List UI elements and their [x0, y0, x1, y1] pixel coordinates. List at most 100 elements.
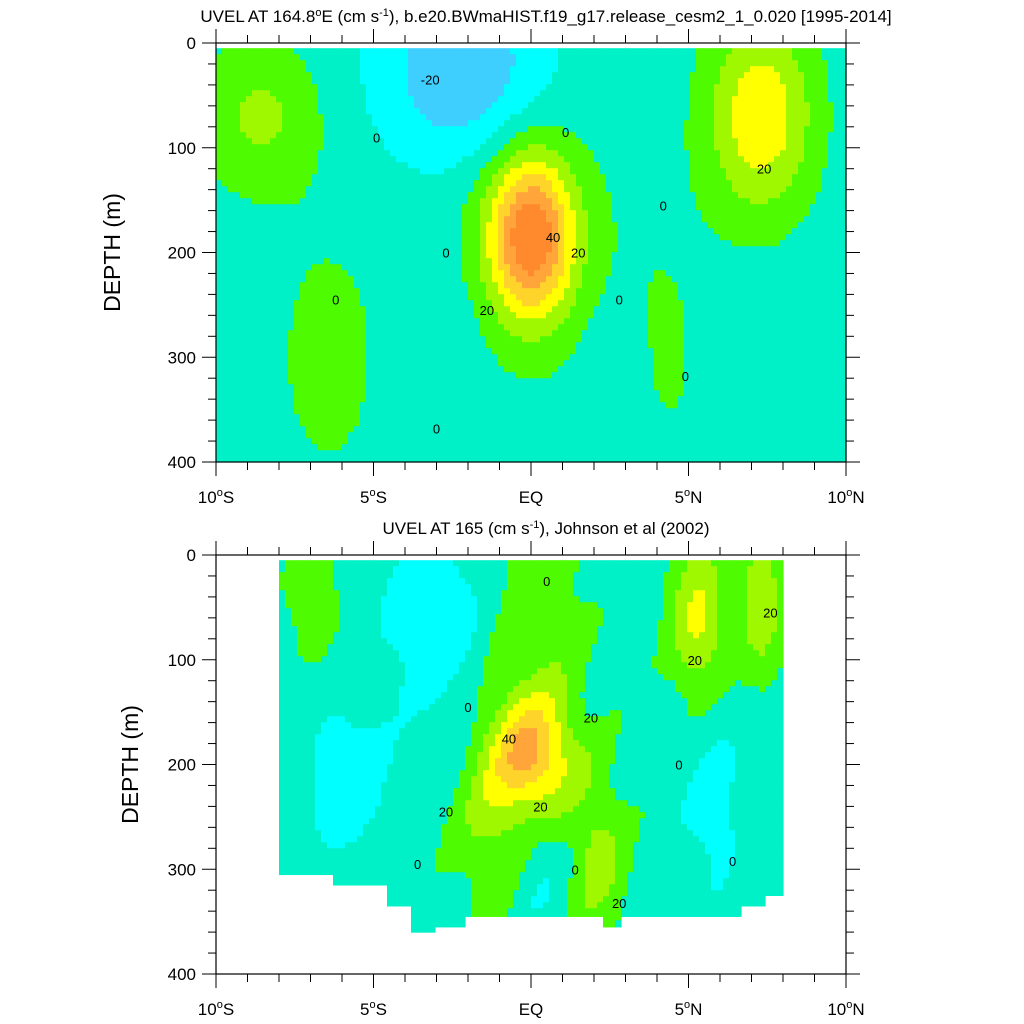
contour-cell	[408, 264, 415, 271]
contour-cell	[306, 246, 313, 253]
contour-cell	[456, 288, 463, 295]
contour-cell	[264, 288, 271, 295]
contour-cell	[534, 390, 541, 397]
contour-cell	[558, 294, 565, 301]
contour-cell	[600, 72, 607, 79]
contour-cell	[534, 150, 541, 157]
contour-cell	[456, 120, 463, 127]
contour-cell	[534, 210, 541, 217]
contour-cell	[438, 192, 445, 199]
contour-cell	[564, 282, 571, 289]
contour-cell	[618, 192, 625, 199]
contour-cell	[360, 342, 367, 349]
contour-cell	[306, 294, 313, 301]
contour-cell	[270, 210, 277, 217]
contour-cell	[294, 372, 301, 379]
contour-cell	[540, 204, 547, 211]
contour-cell	[504, 108, 511, 115]
contour-cell	[402, 288, 409, 295]
contour-cell	[558, 450, 565, 457]
contour-cell	[522, 204, 529, 211]
contour-cell	[216, 150, 223, 157]
contour-cell	[432, 324, 439, 331]
contour-cell	[546, 276, 553, 283]
contour-cell	[234, 156, 241, 163]
contour-cell	[258, 72, 265, 79]
contour-cell	[288, 60, 295, 67]
contour-cell	[336, 102, 343, 109]
contour-cell	[306, 234, 313, 241]
contour-cell	[558, 72, 565, 79]
contour-cell	[294, 276, 301, 283]
contour-cell	[366, 252, 373, 259]
contour-cell	[366, 228, 373, 235]
contour-cell	[528, 456, 535, 463]
contour-cell	[576, 438, 583, 445]
contour-cell	[402, 366, 409, 373]
contour-cell	[558, 270, 565, 277]
contour-cell	[600, 360, 607, 367]
contour-cell	[438, 78, 445, 85]
contour-cell	[282, 216, 289, 223]
contour-cell	[642, 126, 649, 133]
contour-cell	[510, 66, 517, 73]
contour-cell	[480, 402, 487, 409]
contour-cell	[444, 108, 451, 115]
contour-cell	[504, 426, 511, 433]
contour-cell	[228, 222, 235, 229]
contour-cell	[594, 240, 601, 247]
contour-cell	[516, 312, 523, 319]
contour-cell	[222, 228, 229, 235]
contour-cell	[420, 294, 427, 301]
contour-cell	[540, 60, 547, 67]
contour-cell	[636, 78, 643, 85]
contour-cell	[456, 426, 463, 433]
contour-cell	[306, 396, 313, 403]
contour-cell	[270, 444, 277, 451]
contour-cell	[336, 186, 343, 193]
contour-cell	[618, 126, 625, 133]
contour-cell	[312, 198, 319, 205]
contour-cell	[522, 48, 529, 55]
contour-cell	[474, 48, 481, 55]
contour-cell	[546, 324, 553, 331]
contour-cell	[558, 372, 565, 379]
contour-cell	[636, 180, 643, 187]
contour-cell	[438, 144, 445, 151]
contour-cell	[636, 432, 643, 439]
contour-cell	[504, 336, 511, 343]
contour-cell	[600, 324, 607, 331]
contour-cell	[378, 168, 385, 175]
contour-cell	[306, 72, 313, 79]
contour-cell	[378, 222, 385, 229]
contour-cell	[624, 408, 631, 415]
contour-cell	[480, 246, 487, 253]
contour-cell	[450, 174, 457, 181]
contour-cell	[342, 168, 349, 175]
contour-cell	[480, 60, 487, 67]
contour-cell	[480, 198, 487, 205]
contour-cell	[558, 456, 565, 463]
contour-cell	[360, 312, 367, 319]
contour-cell	[348, 240, 355, 247]
contour-cell	[294, 252, 301, 259]
contour-cell	[492, 330, 499, 337]
contour-cell	[636, 360, 643, 367]
contour-cell	[348, 378, 355, 385]
contour-cell	[576, 222, 583, 229]
contour-cell	[288, 54, 295, 61]
contour-cell	[366, 162, 373, 169]
contour-cell	[426, 264, 433, 271]
contour-cell	[558, 390, 565, 397]
contour-cell	[450, 330, 457, 337]
contour-cell	[342, 294, 349, 301]
contour-cell	[498, 60, 505, 67]
contour-cell	[468, 360, 475, 367]
contour-cell	[420, 264, 427, 271]
contour-cell	[426, 198, 433, 205]
contour-cell	[486, 420, 493, 427]
contour-cell	[588, 438, 595, 445]
contour-cell	[348, 360, 355, 367]
contour-cell	[420, 102, 427, 109]
contour-cell	[438, 354, 445, 361]
